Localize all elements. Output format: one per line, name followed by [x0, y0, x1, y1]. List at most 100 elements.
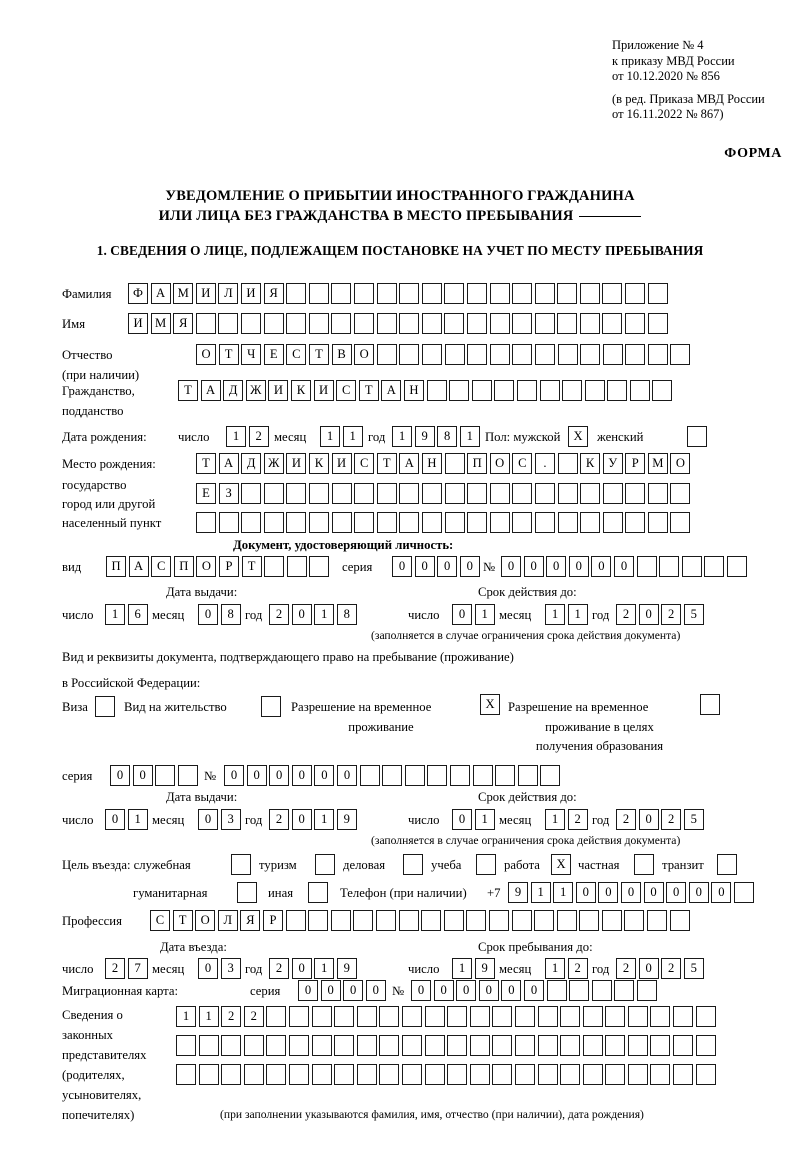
birthplace-state-cell[interactable]: С [512, 453, 533, 474]
phone-cell[interactable]: 0 [598, 882, 619, 903]
birthplace-state-cell[interactable]: Н [421, 453, 442, 474]
checkbox-purpose-transit[interactable] [717, 854, 737, 875]
legal-rep-1-cell[interactable] [695, 1006, 716, 1027]
citizenship-cell[interactable]: А [200, 380, 221, 401]
birthplace-city2-cell[interactable] [489, 512, 510, 533]
patronymic-cell[interactable] [421, 344, 442, 365]
birthplace-city1-cell[interactable] [263, 483, 284, 504]
permit-valid-month-cell[interactable]: 2 [567, 809, 588, 830]
birthplace-state-cell[interactable]: А [218, 453, 239, 474]
patronymic-cell[interactable] [580, 344, 601, 365]
profession-cell[interactable] [308, 910, 329, 931]
checkbox-sex-female[interactable] [687, 426, 707, 447]
legal-rep-2-cell[interactable] [605, 1035, 626, 1056]
birth-month-cell[interactable]: 1 [320, 426, 340, 447]
purpose-official-cell[interactable] [231, 854, 251, 875]
doc-kind-cell[interactable] [286, 556, 307, 577]
legal-rep-3-cell[interactable] [379, 1064, 400, 1085]
legal-rep-2-cell[interactable] [560, 1035, 581, 1056]
firstname-cell[interactable] [353, 313, 374, 334]
permit-issue-year-cell[interactable]: 9 [336, 809, 357, 830]
migration-series-cell[interactable]: 0 [343, 980, 364, 1001]
doc-kind-cell[interactable]: О [196, 556, 217, 577]
legal-rep-3-cell[interactable] [288, 1064, 309, 1085]
legal-rep-2-cell[interactable] [176, 1035, 196, 1056]
patronymic-cell[interactable] [467, 344, 488, 365]
surname-cell[interactable] [421, 283, 442, 304]
permit-number-cell[interactable]: 0 [314, 765, 335, 786]
phone-cell[interactable] [733, 882, 754, 903]
legal-rep-3-cell[interactable] [356, 1064, 377, 1085]
profession-cell[interactable]: Я [240, 910, 261, 931]
surname-cell[interactable] [353, 283, 374, 304]
entry-year-cell[interactable]: 1 [314, 958, 335, 979]
doc-number-cell[interactable]: 0 [523, 556, 544, 577]
legal-rep-1-cell[interactable] [627, 1006, 648, 1027]
legal-rep-3-cell[interactable] [673, 1064, 694, 1085]
permit-series-cell[interactable] [177, 765, 198, 786]
birthplace-city2-cell[interactable] [467, 512, 488, 533]
firstname-cell[interactable] [466, 313, 487, 334]
checkbox-sex-male[interactable]: X [568, 426, 588, 447]
profession-cell[interactable]: Л [217, 910, 238, 931]
birthplace-city1-cell[interactable] [557, 483, 578, 504]
legal-rep-1-cell[interactable] [650, 1006, 671, 1027]
migration-number-cell[interactable]: 0 [411, 980, 431, 1001]
legal-rep-1-cell[interactable]: 1 [198, 1006, 219, 1027]
birthplace-state-cell[interactable]: Т [376, 453, 397, 474]
birthplace-city1-cell[interactable] [647, 483, 668, 504]
purpose-study-cell[interactable] [476, 854, 496, 875]
legal-rep-1-cell[interactable] [288, 1006, 309, 1027]
profession-cell[interactable] [669, 910, 690, 931]
doc-issue-year-cell[interactable]: 8 [336, 604, 357, 625]
legal-rep-1-cell[interactable] [424, 1006, 445, 1027]
checkbox-temp-residence-edu[interactable] [700, 694, 720, 715]
legal-rep-1-cell[interactable] [560, 1006, 581, 1027]
legal-rep-2-cell[interactable] [198, 1035, 219, 1056]
checkbox-residence-permit[interactable] [261, 696, 281, 717]
birthplace-state-cell[interactable]: О [670, 453, 691, 474]
doc-number-cell[interactable] [704, 556, 725, 577]
firstname-cell[interactable] [308, 313, 329, 334]
doc-issue-year-cell[interactable]: 1 [314, 604, 335, 625]
legal-rep-1-cell[interactable]: 2 [243, 1006, 264, 1027]
birthplace-city1-cell[interactable]: Е [196, 483, 216, 504]
legal-rep-3-cell[interactable] [447, 1064, 468, 1085]
doc-number-cell[interactable]: 0 [591, 556, 612, 577]
birth-year-cell[interactable]: 8 [437, 426, 458, 447]
entry-year-cell[interactable]: 9 [336, 958, 357, 979]
doc-series-cell[interactable]: 0 [459, 556, 480, 577]
birthplace-city2-cell[interactable] [399, 512, 420, 533]
profession-cell[interactable] [398, 910, 419, 931]
legal-rep-3-cell[interactable] [537, 1064, 558, 1085]
patronymic-cell[interactable]: Ч [241, 344, 262, 365]
permit-number-cell[interactable] [449, 765, 470, 786]
checkbox-purpose-humanitarian[interactable] [237, 882, 257, 903]
legal-rep-2-cell[interactable] [695, 1035, 716, 1056]
phone-cell[interactable]: 0 [643, 882, 664, 903]
permit-series-cell[interactable]: 0 [132, 765, 153, 786]
legal-rep-3-cell[interactable] [605, 1064, 626, 1085]
birth-day-cell[interactable]: 1 [226, 426, 246, 447]
permit-issue-day-cell[interactable]: 1 [127, 809, 148, 830]
permit-valid-day-cell[interactable]: 0 [452, 809, 472, 830]
birthplace-state-cell[interactable] [444, 453, 465, 474]
purpose-humanitarian-cell[interactable] [237, 882, 257, 903]
doc-series-cell[interactable]: 0 [392, 556, 412, 577]
profession-cell[interactable] [353, 910, 374, 931]
patronymic-cell[interactable]: В [331, 344, 352, 365]
citizenship-cell[interactable]: И [268, 380, 289, 401]
purpose-transit-cell[interactable] [717, 854, 737, 875]
doc-number-cell[interactable] [636, 556, 657, 577]
purpose-other-cell[interactable] [308, 882, 328, 903]
birthplace-city1-cell[interactable] [286, 483, 307, 504]
birthplace-city2-cell[interactable] [647, 512, 668, 533]
birthplace-city2-cell[interactable] [331, 512, 352, 533]
sex-female-cell[interactable] [687, 426, 707, 447]
